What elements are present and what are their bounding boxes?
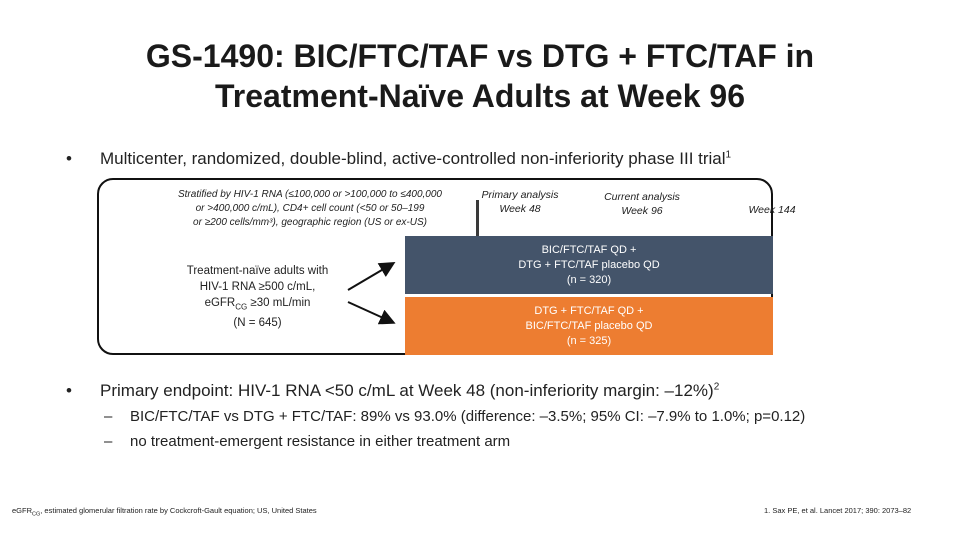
study-population: Treatment-naïve adults with HIV-1 RNA ≥5… bbox=[165, 263, 350, 331]
timepoint-primary-analysis: Primary analysis Week 48 bbox=[470, 188, 570, 216]
population-line: HIV-1 RNA ≥500 c/mL, bbox=[199, 281, 316, 293]
arm-b-line: DTG + FTC/TAF QD + bbox=[534, 304, 644, 317]
stratification-line: Stratified by HIV-1 RNA (≤100,000 or >10… bbox=[177, 189, 442, 200]
arrow-to-arm-a-icon bbox=[347, 261, 396, 291]
timepoint-week: Week 96 bbox=[621, 205, 663, 217]
timepoint-week: Week 48 bbox=[499, 203, 541, 215]
bullet-dot: • bbox=[66, 381, 72, 400]
sub-bullet-resistance: – no treatment-emergent resistance in ei… bbox=[104, 433, 511, 450]
sub-bullet-text: no treatment-emergent resistance in eith… bbox=[130, 433, 511, 450]
treatment-arm-a: BIC/FTC/TAF QD + DTG + FTC/TAF placebo Q… bbox=[405, 236, 773, 294]
reference-superscript: 2 bbox=[713, 381, 720, 393]
arm-a-n: (n = 320) bbox=[566, 273, 612, 286]
footnote-abbreviations: eGFRCG, estimated glomerular filtration … bbox=[12, 506, 317, 518]
slide-title: GS-1490: BIC/FTC/TAF vs DTG + FTC/TAF in… bbox=[60, 36, 900, 116]
bullet-dot: • bbox=[66, 149, 72, 168]
timepoint-end: Week 144 bbox=[748, 204, 796, 216]
footnote-egfr-subscript: CG bbox=[32, 511, 41, 518]
title-line-2: Treatment-Naïve Adults at Week 96 bbox=[215, 78, 745, 114]
bullet-trial-design: • Multicenter, randomized, double-blind,… bbox=[66, 149, 732, 169]
stratification-line: or >400,000 c/mL), CD4+ cell count (<50 … bbox=[195, 203, 425, 214]
arrow-to-arm-b-icon bbox=[347, 301, 396, 325]
population-n: (N = 645) bbox=[233, 317, 282, 330]
timepoint-label: Primary analysis bbox=[481, 189, 559, 201]
egfr-threshold: ≥30 mL/min bbox=[247, 297, 311, 309]
reference-superscript: 1 bbox=[725, 149, 732, 161]
egfr-subscript: CG bbox=[235, 302, 248, 312]
footnote-reference: 1. Sax PE, et al. Lancet 2017; 390: 2073… bbox=[764, 506, 912, 515]
stratification-note: Stratified by HIV-1 RNA (≤100,000 or >10… bbox=[160, 188, 460, 230]
arm-b-line: BIC/FTC/TAF placebo QD bbox=[525, 319, 653, 332]
sub-bullet-dash: – bbox=[104, 408, 113, 425]
footnote-egfr: eGFR bbox=[12, 506, 33, 515]
stratification-line: or ≥200 cells/mm³), geographic region (U… bbox=[193, 217, 427, 228]
title-line-1: GS-1490: BIC/FTC/TAF vs DTG + FTC/TAF in bbox=[145, 38, 815, 74]
arm-a-line: DTG + FTC/TAF placebo QD bbox=[518, 258, 660, 271]
timepoint-label: Current analysis bbox=[604, 191, 680, 203]
bullet-endpoint-text: Primary endpoint: HIV-1 RNA <50 c/mL at … bbox=[100, 381, 714, 400]
randomization-arrows bbox=[347, 261, 396, 325]
population-line: Treatment-naïve adults with bbox=[186, 265, 329, 277]
sub-bullet-dash: – bbox=[104, 433, 113, 450]
timepoint-current-analysis: Current analysis Week 96 bbox=[592, 190, 692, 218]
arm-a-line: BIC/FTC/TAF QD + bbox=[541, 243, 637, 256]
population-egfr-line: eGFRCG ≥30 mL/min bbox=[165, 295, 350, 315]
bullet-design-text: Multicenter, randomized, double-blind, a… bbox=[100, 149, 726, 168]
footnote-text: , estimated glomerular filtration rate b… bbox=[40, 506, 317, 515]
sub-bullet-results: – BIC/FTC/TAF vs DTG + FTC/TAF: 89% vs 9… bbox=[104, 408, 806, 425]
egfr-label: eGFR bbox=[204, 297, 236, 309]
bullet-primary-endpoint: • Primary endpoint: HIV-1 RNA <50 c/mL a… bbox=[66, 381, 720, 401]
treatment-arm-b: DTG + FTC/TAF QD + BIC/FTC/TAF placebo Q… bbox=[405, 297, 773, 355]
arm-b-n: (n = 325) bbox=[566, 334, 612, 347]
randomization-line bbox=[476, 200, 479, 244]
sub-bullet-text: BIC/FTC/TAF vs DTG + FTC/TAF: 89% vs 93.… bbox=[130, 408, 806, 425]
